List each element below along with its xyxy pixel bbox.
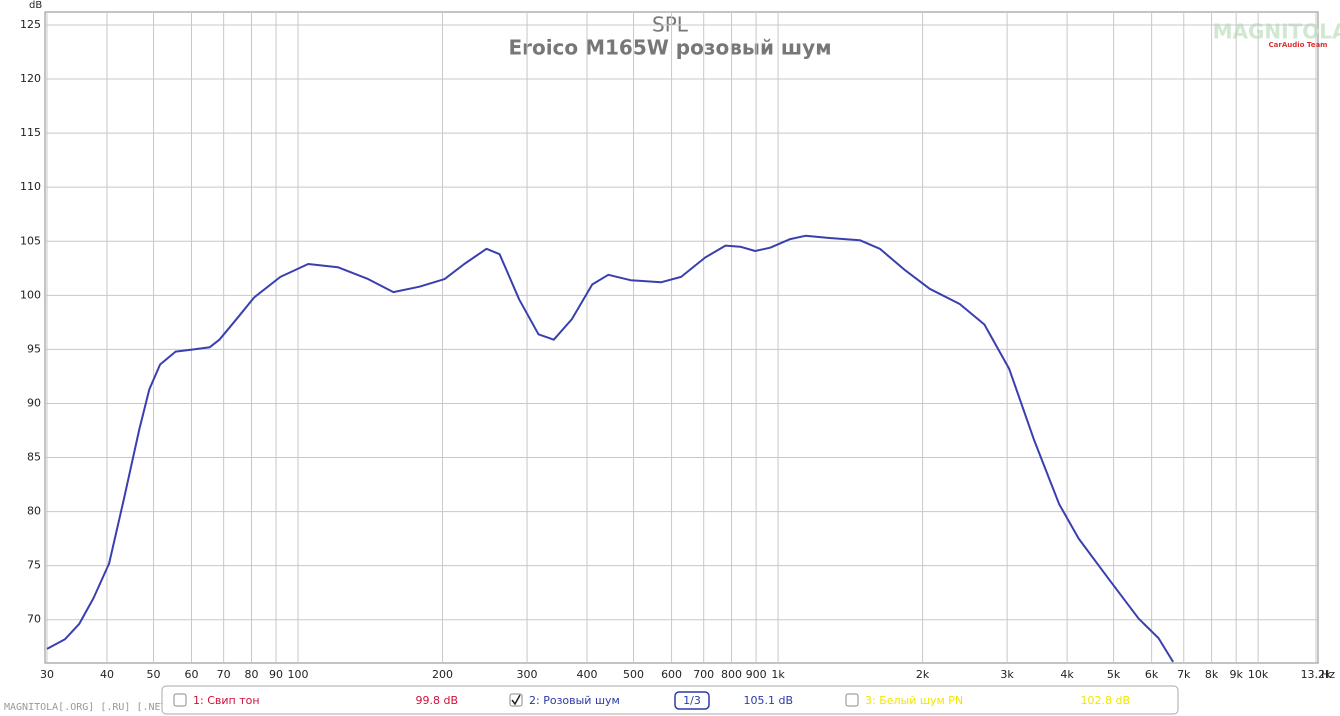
series-line [46, 234, 1174, 663]
x-tick-label: 600 [661, 668, 682, 681]
y-tick-label: 70 [27, 613, 41, 626]
x-tick-label: 60 [185, 668, 199, 681]
x-tick-label: 90 [269, 668, 283, 681]
y-tick-label: 115 [20, 126, 41, 139]
x-tick-label: 6k [1145, 668, 1159, 681]
chart-subtitle: Eroico M165W розовый шум [508, 36, 831, 60]
y-tick-label: 85 [27, 451, 41, 464]
y-tick-label: 90 [27, 396, 41, 409]
measurement-name[interactable]: 1: Свип тон [193, 694, 260, 707]
checkmark[interactable] [511, 694, 521, 706]
x-tick-label: 9k [1229, 668, 1243, 681]
y-tick-label: 100 [20, 288, 41, 301]
plot-area [44, 11, 1319, 664]
measurement-level: 105.1 dB [743, 694, 793, 707]
x-tick-label: 700 [693, 668, 714, 681]
x-tick-label: 900 [746, 668, 767, 681]
x-tick-label: 4k [1060, 668, 1074, 681]
x-tick-label: 50 [146, 668, 160, 681]
measurement-level: 99.8 dB [415, 694, 458, 707]
x-tick-label: 400 [577, 668, 598, 681]
y-tick-label: 125 [20, 18, 41, 31]
y-unit: dB [29, 0, 42, 11]
y-tick-label: 95 [27, 342, 41, 355]
x-tick-label: 8k [1205, 668, 1219, 681]
x-tick-label: 70 [217, 668, 231, 681]
x-tick-label: 10k [1248, 668, 1269, 681]
x-tick-label: 80 [244, 668, 258, 681]
y-tick-label: 105 [20, 234, 41, 247]
x-tick-label: 40 [100, 668, 114, 681]
x-tick-label: 7k [1177, 668, 1191, 681]
y-tick-label: 80 [27, 505, 41, 518]
x-tick-label: 13.2k [1301, 668, 1332, 681]
x-unit: Hz [1321, 668, 1335, 681]
logo-team: CarAudio Team [1269, 41, 1328, 49]
legend-panel [161, 685, 1179, 715]
x-tick-label: 1k [771, 668, 785, 681]
x-tick-label: 2k [916, 668, 930, 681]
y-tick-label: 110 [20, 180, 41, 193]
smoothing-label[interactable]: 1/3 [683, 694, 701, 707]
x-tick-label: 100 [288, 668, 309, 681]
measurement-level: 102.8 dB [1080, 694, 1130, 707]
x-tick-label: 800 [721, 668, 742, 681]
x-tick-label: 500 [623, 668, 644, 681]
x-tick-label: 200 [432, 668, 453, 681]
logo: MAGNITOLA [1213, 20, 1340, 44]
watermark: MAGNITOLA[.ORG] [.RU] [.NET] [4, 702, 173, 713]
y-tick-label: 120 [20, 72, 41, 85]
y-tick-label: 75 [27, 559, 41, 572]
smoothing-box[interactable] [674, 691, 710, 710]
checkbox[interactable] [845, 693, 859, 707]
checkbox[interactable] [173, 693, 187, 707]
x-tick-label: 3k [1000, 668, 1014, 681]
x-tick-label: 5k [1107, 668, 1121, 681]
measurement-name[interactable]: 2: Розовый шум [529, 694, 620, 707]
x-tick-label: 300 [517, 668, 538, 681]
measurement-name[interactable]: 3: Белый шум PN [865, 694, 963, 707]
x-tick-label: 30 [40, 668, 54, 681]
